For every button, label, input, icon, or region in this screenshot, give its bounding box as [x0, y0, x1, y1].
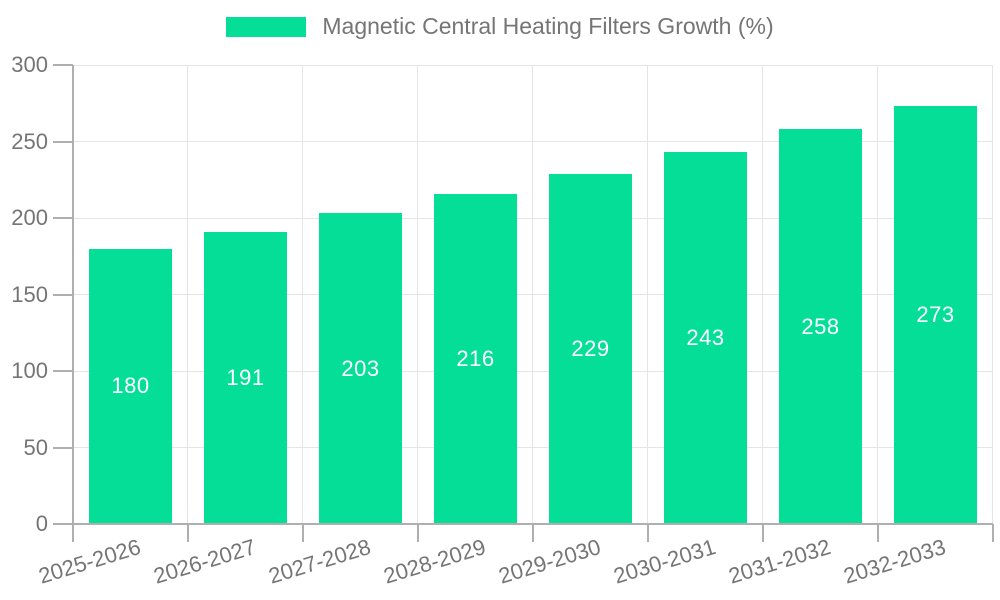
- x-axis-tick: [417, 524, 419, 542]
- x-axis-tick: [992, 524, 994, 542]
- gridline-vertical: [992, 65, 993, 524]
- x-tick-label: 2026-2027: [150, 534, 259, 589]
- bar[interactable]: 258: [779, 129, 862, 524]
- x-tick-label: 2025-2026: [35, 534, 144, 589]
- y-axis-tick: [53, 446, 73, 449]
- x-axis-line: [53, 523, 993, 525]
- x-tick-label: 2027-2028: [265, 534, 374, 589]
- gridline-vertical: [417, 65, 418, 524]
- gridline-horizontal: [73, 370, 993, 372]
- bar-value-label: 216: [456, 345, 495, 371]
- y-tick-label: 50: [23, 434, 48, 460]
- y-axis-tick: [53, 370, 73, 372]
- legend[interactable]: Magnetic Central Heating Filters Growth …: [0, 13, 1000, 40]
- gridline-horizontal: [73, 294, 993, 295]
- gridline-vertical: [532, 65, 533, 524]
- bar[interactable]: 180: [89, 248, 172, 524]
- bar-value-label: 203: [341, 355, 380, 381]
- legend-swatch: [226, 16, 307, 37]
- bar[interactable]: 273: [894, 106, 977, 524]
- x-tick-label: 2031-2032: [725, 534, 834, 589]
- gridline-horizontal: [73, 447, 993, 448]
- x-axis-tick: [877, 524, 879, 542]
- bar[interactable]: 191: [204, 231, 287, 524]
- bar[interactable]: 203: [319, 213, 402, 524]
- bar-value-label: 180: [111, 373, 150, 399]
- bar-value-label: 229: [571, 335, 610, 361]
- gridline-horizontal: [73, 141, 993, 142]
- y-tick-label: 100: [11, 358, 48, 383]
- bar[interactable]: 216: [434, 193, 517, 524]
- bar-value-label: 243: [686, 325, 725, 351]
- bar-value-label: 273: [916, 302, 955, 328]
- gridline-vertical: [877, 65, 878, 524]
- x-axis-tick: [532, 524, 534, 542]
- y-tick-label: 250: [11, 128, 48, 154]
- x-axis-tick: [187, 524, 189, 542]
- y-axis-tick: [53, 217, 73, 219]
- plot-area: 0 50 100 150 200 250 300 180 2025-2026 191 2026-20…: [11, 52, 994, 589]
- x-axis-tick: [647, 524, 649, 542]
- x-tick-label: 2029-2030: [495, 534, 604, 589]
- bar-value-label: 191: [226, 364, 265, 390]
- x-tick-label: 2030-2031: [610, 534, 719, 589]
- bar[interactable]: 229: [549, 173, 632, 524]
- x-tick-label: 2028-2029: [380, 534, 489, 589]
- y-tick-label: 200: [11, 205, 48, 230]
- bar-value-label: 258: [801, 313, 840, 339]
- y-tick-label: 150: [11, 281, 48, 307]
- y-axis-tick: [53, 293, 73, 296]
- y-tick-label: 300: [11, 52, 48, 77]
- gridline-vertical: [187, 65, 188, 524]
- y-axis-tick: [53, 140, 73, 143]
- x-tick-label: 2032-2033: [840, 534, 949, 589]
- y-tick-label: 0: [35, 511, 48, 536]
- gridline-vertical: [762, 65, 763, 524]
- y-axis-tick: [53, 64, 73, 66]
- y-axis-line: [72, 65, 74, 542]
- bar[interactable]: 243: [664, 152, 747, 524]
- gridline-horizontal: [73, 217, 993, 219]
- legend-label: Magnetic Central Heating Filters Growth …: [322, 13, 774, 39]
- gridline-vertical: [647, 65, 648, 524]
- gridline-horizontal: [73, 64, 993, 66]
- x-axis-tick: [302, 524, 304, 542]
- gridline-vertical: [302, 65, 303, 524]
- x-axis-tick: [762, 524, 764, 542]
